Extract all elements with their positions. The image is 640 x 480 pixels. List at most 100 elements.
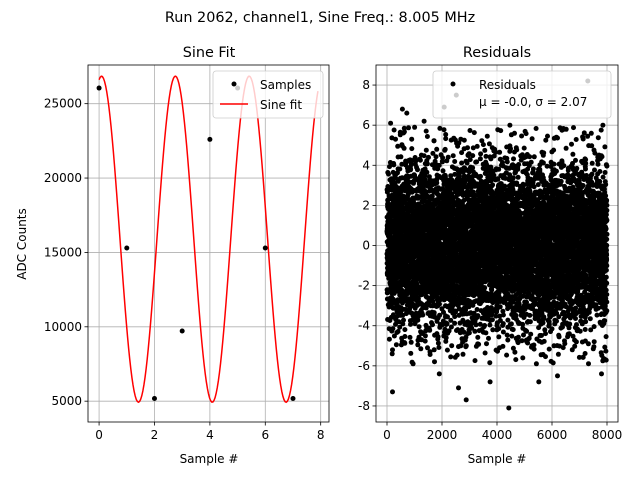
residual-point [508,321,514,327]
residual-point [427,327,433,333]
sine-fit-y-tick-label: 5000 [51,394,82,408]
residual-point [422,333,428,339]
residual-point [435,334,441,340]
residual-point [496,334,502,340]
residual-point [408,166,414,172]
residual-point [505,317,511,323]
residual-point [431,347,437,353]
residual-point [386,336,392,342]
residual-point [436,345,442,350]
residual-point [440,168,446,174]
residual-point [459,160,465,166]
residual-point [413,158,419,164]
residual-point [427,352,433,357]
residual-point [398,154,404,160]
residual-point [512,130,517,136]
residual-point [424,169,430,175]
sine-fit-legend: Samples Sine fit [212,70,324,119]
sine-fit-sample-point [262,245,268,251]
sine-fit-grid [88,65,329,422]
residual-point [421,153,427,159]
residual-point [390,326,396,332]
residual-point [510,175,516,181]
residual-point [478,173,483,179]
residual-point [402,327,408,333]
residual-point [461,137,467,143]
residual-point [490,182,496,188]
residual-point [500,312,506,318]
residual-point [397,166,403,172]
residuals-panel: Residuals 0 2000 4000 6000 8000 -8-6-4-20246… [358,45,622,466]
residual-point [449,343,455,349]
residual-point [409,136,415,142]
residual-point [418,346,424,352]
residual-point [512,349,518,355]
residual-point [448,354,454,360]
residual-point [475,334,481,340]
residual-point [401,317,406,323]
residual-point [471,130,477,136]
residual-point [497,304,503,310]
residual-point [504,159,510,165]
sine-fit-sample-point [124,245,130,251]
residual-point [432,359,437,365]
residual-point [409,146,415,152]
residual-point [450,153,456,159]
residual-point [465,145,470,151]
residuals-points-layer [384,78,610,411]
sine-fit-samples-layer [96,85,296,401]
residual-point [473,322,479,328]
residual-point [393,342,399,348]
residual-point [463,343,469,349]
residual-point [516,162,522,167]
residual-point [497,149,503,155]
residual-point [513,357,519,363]
residual-point [442,146,448,152]
residual-point [412,124,418,130]
residual-point [484,133,490,139]
residual-point [401,129,407,135]
residual-point [472,328,478,334]
residuals-title: Residuals [463,45,531,61]
residual-point [433,154,439,160]
residual-point [483,330,489,336]
residual-point [482,147,488,153]
residual-point [391,162,397,168]
residual-point [466,330,472,336]
residual-point [480,142,486,148]
sine-fit-curve [98,75,319,404]
sine-fit-sample-point [179,328,185,334]
residual-point [467,128,473,133]
sine-fit-x-tick-label: 4 [206,428,214,442]
residual-point [393,175,399,181]
residual-point [400,321,406,327]
residual-point [500,321,506,327]
residual-point [515,334,521,340]
residual-point [498,128,504,134]
sine-fit-x-tick-label: 0 [95,428,103,442]
residual-point [444,321,450,327]
residual-point [515,174,521,180]
residual-point [408,350,414,356]
sine-fit-y-tick-label: 15000 [44,245,82,259]
residual-point [489,317,495,323]
residual-point [500,343,506,349]
residual-point [474,143,480,149]
sine-fit-sample-point [207,136,213,142]
residual-point [486,335,491,341]
residual-point [395,329,401,334]
sine-fit-sample-point [151,395,157,401]
residual-point [460,351,466,357]
residual-point [423,128,429,134]
residual-point [443,132,449,137]
residual-point [424,161,430,167]
residual-point [514,147,520,153]
residual-point [444,347,450,353]
sine-fit-sample-point [96,85,102,91]
residual-point [487,322,493,328]
residual-point [402,340,408,346]
residual-point [422,338,428,344]
